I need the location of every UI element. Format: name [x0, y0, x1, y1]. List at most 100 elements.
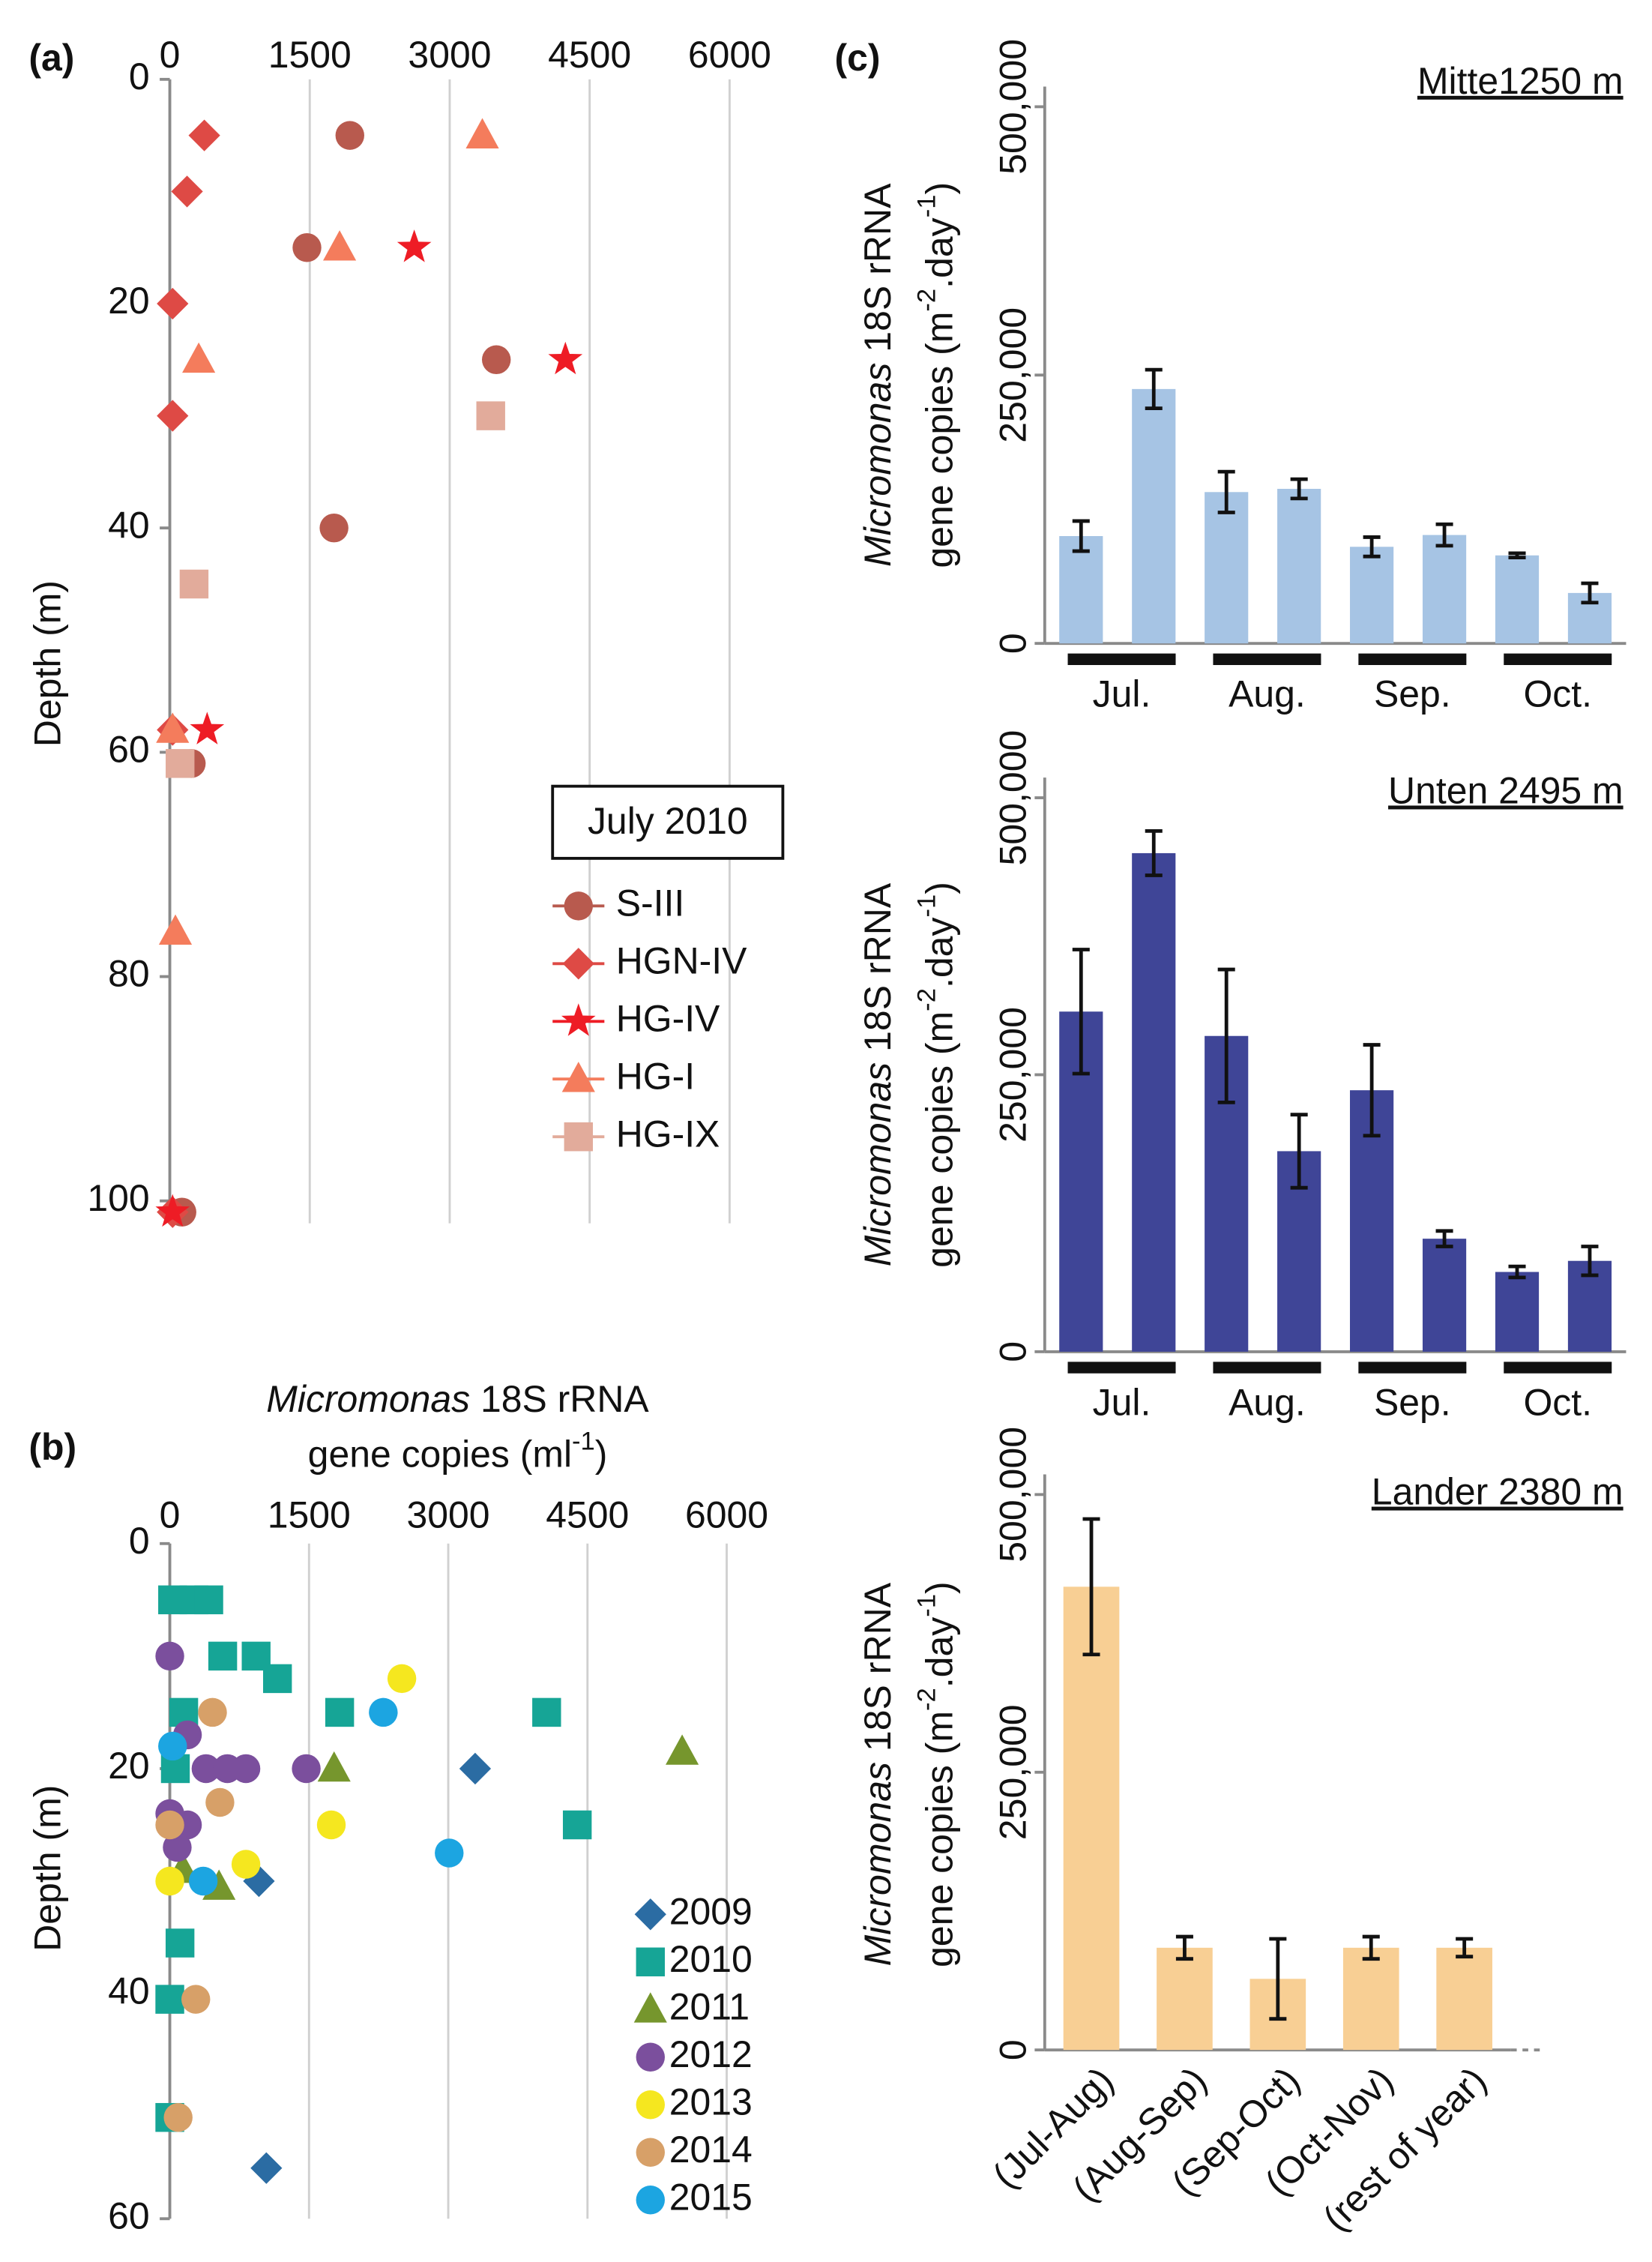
legend-label: 2015 — [669, 2176, 753, 2218]
bar — [1436, 1947, 1492, 2051]
marker — [165, 1928, 195, 1958]
marker — [155, 1641, 184, 1671]
marker — [476, 401, 505, 430]
marker — [548, 341, 583, 375]
y-tick-label: 40 — [108, 504, 150, 546]
marker — [369, 1697, 398, 1727]
panel-label: (b) — [28, 1426, 76, 1468]
marker — [198, 1697, 227, 1727]
label-part: -1 — [913, 195, 941, 218]
marker — [190, 712, 225, 745]
y-tick-label: 100 — [87, 1177, 149, 1219]
rich-label: Micromonas 18S rRNA — [857, 1582, 899, 1966]
group-label: Jul. — [1093, 1381, 1151, 1423]
marker — [171, 175, 203, 208]
label-part: -2 — [913, 1688, 941, 1711]
marker — [465, 118, 499, 148]
group-label: Oct. — [1523, 1381, 1592, 1423]
group-label: Aug. — [1229, 1381, 1306, 1423]
bar — [1132, 388, 1176, 644]
label-part: 18S rRNA — [857, 882, 899, 1062]
label-part: .day — [919, 1617, 961, 1688]
x-tick-label: 6000 — [688, 34, 771, 76]
group-bracket — [1358, 653, 1467, 666]
marker — [666, 1734, 699, 1765]
legend-label: 2012 — [669, 2033, 753, 2075]
y-axis-label: Depth (m) — [26, 580, 68, 747]
label-part: .day — [919, 917, 961, 988]
y-tick-label: 500,000 — [992, 1427, 1034, 1562]
label-part: gene copies (m — [919, 312, 961, 568]
label-part: -1 — [572, 1427, 595, 1455]
bar — [1205, 492, 1249, 644]
label-part: Micromonas — [857, 363, 899, 567]
y-tick-label: 500,000 — [992, 39, 1034, 175]
x-tick-label: 4500 — [546, 1494, 629, 1535]
y-tick-label: 0 — [129, 1520, 150, 1562]
group-bracket — [1358, 1362, 1467, 1374]
rich-label: Micromonas 18S rRNA — [857, 183, 899, 567]
marker — [459, 1752, 492, 1785]
group-label: Sep. — [1374, 1381, 1451, 1423]
label-part: ) — [919, 882, 961, 894]
marker — [181, 1985, 211, 2014]
marker — [636, 2090, 665, 2120]
marker — [156, 712, 190, 743]
marker — [636, 1947, 665, 1977]
x-tick-label: 4500 — [548, 34, 631, 76]
marker — [335, 121, 364, 150]
label-part: .day — [919, 217, 961, 289]
y-tick-label: 500,000 — [992, 730, 1034, 866]
legend-label: HG-I — [616, 1055, 695, 1097]
bar — [1063, 1586, 1120, 2051]
marker — [155, 1810, 184, 1840]
group-bracket — [1067, 1362, 1176, 1374]
label-part: -2 — [913, 988, 941, 1011]
legend-title: July 2010 — [588, 800, 748, 842]
marker — [564, 891, 593, 921]
label-part: 18S rRNA — [857, 1582, 899, 1762]
x-tick-label: 1500 — [268, 1494, 351, 1535]
marker — [633, 1992, 667, 2023]
marker — [561, 1062, 595, 1092]
label-part: gene copies (m — [919, 1711, 961, 1967]
rich-label: Micromonas 18S rRNA — [266, 1378, 649, 1420]
legend-label: 2010 — [669, 1938, 753, 1980]
bar — [1132, 852, 1176, 1352]
marker — [231, 1850, 261, 1879]
legend-label: S-III — [616, 882, 685, 924]
marker — [179, 569, 209, 599]
x-tick-label: 3000 — [408, 34, 491, 76]
marker — [387, 1664, 417, 1694]
y-tick-label: 80 — [108, 953, 150, 995]
marker — [323, 230, 357, 261]
legend-title-box — [551, 784, 785, 860]
group-bracket — [1213, 1362, 1321, 1374]
marker — [155, 1866, 184, 1896]
marker — [155, 1985, 184, 2014]
legend-label: 2011 — [669, 1985, 750, 2027]
marker — [166, 749, 195, 778]
panel-label: (c) — [835, 37, 881, 79]
marker — [532, 1697, 561, 1727]
label-part: ) — [919, 1581, 961, 1594]
x-tick-label: 6000 — [685, 1494, 768, 1535]
marker — [561, 1003, 596, 1036]
marker — [182, 342, 216, 373]
marker — [208, 1641, 238, 1671]
y-tick-label: 40 — [108, 1970, 150, 2012]
group-bracket — [1504, 653, 1612, 666]
rich-label: gene copies (m-2.day-1) — [913, 182, 961, 568]
marker — [435, 1838, 464, 1868]
bar — [1495, 1272, 1540, 1352]
label-part: -1 — [913, 894, 941, 918]
x-tick-label: 1500 — [268, 34, 352, 76]
y-tick-label: 20 — [108, 1745, 150, 1787]
x-tick-label: (rest of year) — [1315, 2059, 1495, 2239]
y-tick-label: 0 — [992, 1341, 1034, 1362]
marker — [564, 1122, 593, 1152]
y-axis-label: Depth (m) — [26, 1785, 68, 1952]
marker — [292, 232, 322, 262]
marker — [636, 2042, 665, 2072]
bar — [1495, 555, 1540, 644]
